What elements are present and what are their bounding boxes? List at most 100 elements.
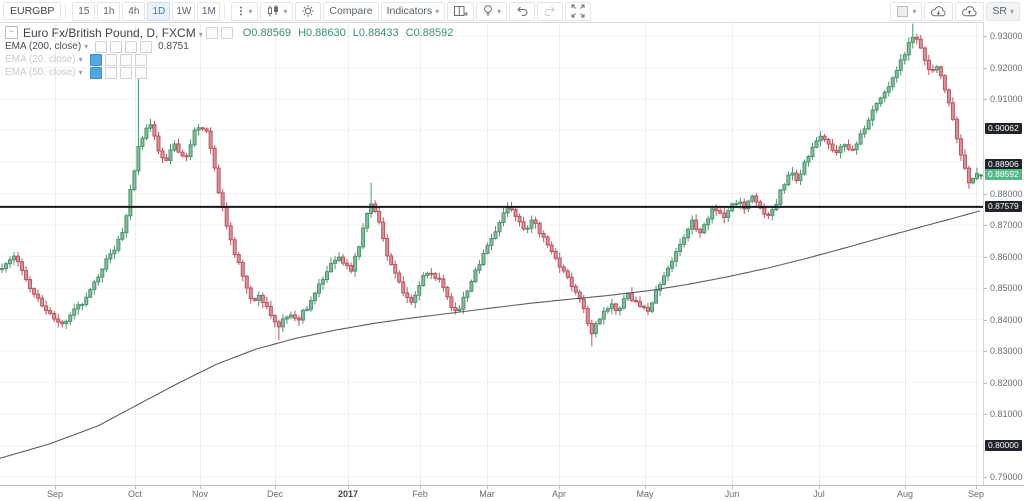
price-axis-label: 0.79000 — [990, 472, 1023, 483]
time-tick — [275, 486, 276, 489]
time-tick — [559, 486, 560, 489]
interval-button-4h[interactable]: 4h — [122, 1, 146, 21]
redo-arrow-icon — [544, 6, 555, 16]
multichart-layout-button[interactable] — [447, 1, 475, 21]
eye-toggle-icon[interactable] — [89, 66, 102, 79]
time-axis-label: Mar — [479, 489, 495, 499]
cloud-download-icon — [931, 5, 946, 16]
ohlc-l-value: L0.88433 — [352, 26, 399, 39]
chevron-down-icon[interactable] — [196, 24, 203, 42]
legend-indicator-row-2: EMA (50, close) — [5, 66, 460, 79]
time-axis-label: Nov — [191, 489, 209, 499]
layout-name-button[interactable]: SR — [986, 1, 1020, 21]
time-axis-label: Oct — [127, 489, 143, 499]
price-tick — [984, 256, 987, 258]
ohlc-h-value: H0.88630 — [298, 26, 346, 39]
candlestick-plot[interactable] — [0, 22, 983, 485]
interval-button-1h[interactable]: 1h — [97, 1, 121, 21]
interval-button-1D[interactable]: 1D — [147, 1, 171, 21]
lightbulb-icon — [484, 5, 493, 16]
legend-quick-icon[interactable] — [220, 26, 233, 39]
eye-toggle-icon[interactable] — [89, 53, 102, 66]
legend-collapse-icon[interactable] — [5, 26, 18, 39]
layout-select-button[interactable] — [890, 1, 923, 21]
chevron-down-icon[interactable] — [76, 67, 83, 78]
price-tick — [984, 193, 987, 195]
price-axis-label: 0.91000 — [990, 94, 1023, 105]
undo-arrow-icon — [517, 6, 528, 16]
ohlc-values: O0.88569 H0.88630 L0.88433 C0.88592 — [243, 27, 461, 39]
time-tick — [200, 486, 201, 489]
chart-style-button[interactable] — [260, 1, 294, 21]
fullscreen-button[interactable] — [565, 1, 592, 21]
load-layout-button[interactable] — [924, 1, 954, 21]
price-axis-label: 0.87000 — [990, 220, 1023, 231]
legend-indicator-row-0: EMA (200, close) 0.8751 — [5, 40, 460, 53]
chart-properties-button[interactable] — [295, 1, 322, 21]
delete-icon[interactable] — [134, 66, 147, 79]
delete-icon[interactable] — [134, 53, 147, 66]
settings-icon[interactable] — [110, 40, 123, 53]
price-level-badge: 0.80000 — [985, 439, 1022, 451]
legend-indicator-row-1: EMA (20, close) — [5, 53, 460, 66]
candlestick-style-icon — [268, 5, 279, 17]
ema-200-line — [0, 210, 981, 459]
arrow-icon[interactable] — [125, 40, 138, 53]
time-tick — [487, 486, 488, 489]
price-axis-label: 0.88000 — [990, 188, 1023, 199]
eye-toggle-icon[interactable] — [95, 40, 108, 53]
symbol-input[interactable]: EURGBP — [3, 2, 62, 20]
time-axis-label: Aug — [896, 489, 914, 499]
indicator-value: 0.8751 — [158, 41, 189, 52]
chevron-down-icon[interactable] — [76, 54, 83, 65]
save-layout-button[interactable] — [955, 1, 985, 21]
time-tick — [420, 486, 421, 489]
time-tick — [645, 486, 646, 489]
indicator-label[interactable]: EMA (200, close) — [5, 41, 82, 52]
price-tick — [984, 67, 987, 69]
overlay-lines-layer — [0, 205, 983, 459]
price-axis-label: 0.83000 — [990, 346, 1023, 357]
time-tick — [55, 486, 56, 489]
price-tick — [984, 319, 987, 321]
chart-title[interactable]: Euro Fx/British Pound, D, FXCM — [23, 25, 196, 40]
price-tick — [984, 288, 987, 290]
indicators-button[interactable]: Indicators — [380, 1, 446, 21]
interval-button-1W[interactable]: 1W — [172, 1, 196, 21]
arrow-icon[interactable] — [119, 66, 132, 79]
redo-button[interactable] — [537, 1, 564, 21]
time-tick — [135, 486, 136, 489]
indicator-label[interactable]: EMA (50, close) — [5, 67, 76, 78]
time-axis-label: Jul — [813, 489, 825, 499]
compare-button[interactable]: Compare — [323, 1, 379, 21]
undo-button[interactable] — [509, 1, 536, 21]
vertical-dots-icon — [240, 6, 243, 16]
price-axis-label: 0.86000 — [990, 251, 1023, 262]
price-tick — [984, 382, 987, 384]
time-tick — [819, 486, 820, 489]
time-axis[interactable]: Sep Oct Nov Dec 2017 Feb Mar Apr May Jun Jul Aug Sep — [0, 485, 1024, 501]
arrow-icon[interactable] — [119, 53, 132, 66]
indicator-label[interactable]: EMA (20, close) — [5, 54, 76, 65]
delete-icon[interactable] — [140, 40, 153, 53]
price-tick — [984, 414, 987, 416]
price-axis-label: 0.81000 — [990, 409, 1023, 420]
price-tick — [984, 477, 987, 479]
legend-quick-icon[interactable] — [205, 26, 218, 39]
interval-button-1M[interactable]: 1M — [197, 1, 221, 21]
price-level-badge: 0.88906 — [985, 159, 1022, 171]
time-axis-label: Dec — [266, 489, 284, 499]
chart-plot-area[interactable]: Euro Fx/British Pound, D, FXCM O0.88569 H… — [0, 22, 983, 485]
gridlines-layer — [0, 22, 983, 485]
settings-icon[interactable] — [104, 53, 117, 66]
settings-icon[interactable] — [104, 66, 117, 79]
price-axis-label: 0.85000 — [990, 283, 1023, 294]
ideas-button[interactable] — [476, 1, 508, 21]
chevron-down-icon[interactable] — [81, 41, 88, 52]
interval-options-button[interactable] — [231, 1, 259, 21]
ohlc-o-value: O0.88569 — [242, 26, 292, 39]
interval-button-15[interactable]: 15 — [72, 1, 96, 21]
price-axis[interactable]: 0.93000 0.92000 0.91000 0.88000 0.87000 0.860… — [983, 22, 1024, 485]
